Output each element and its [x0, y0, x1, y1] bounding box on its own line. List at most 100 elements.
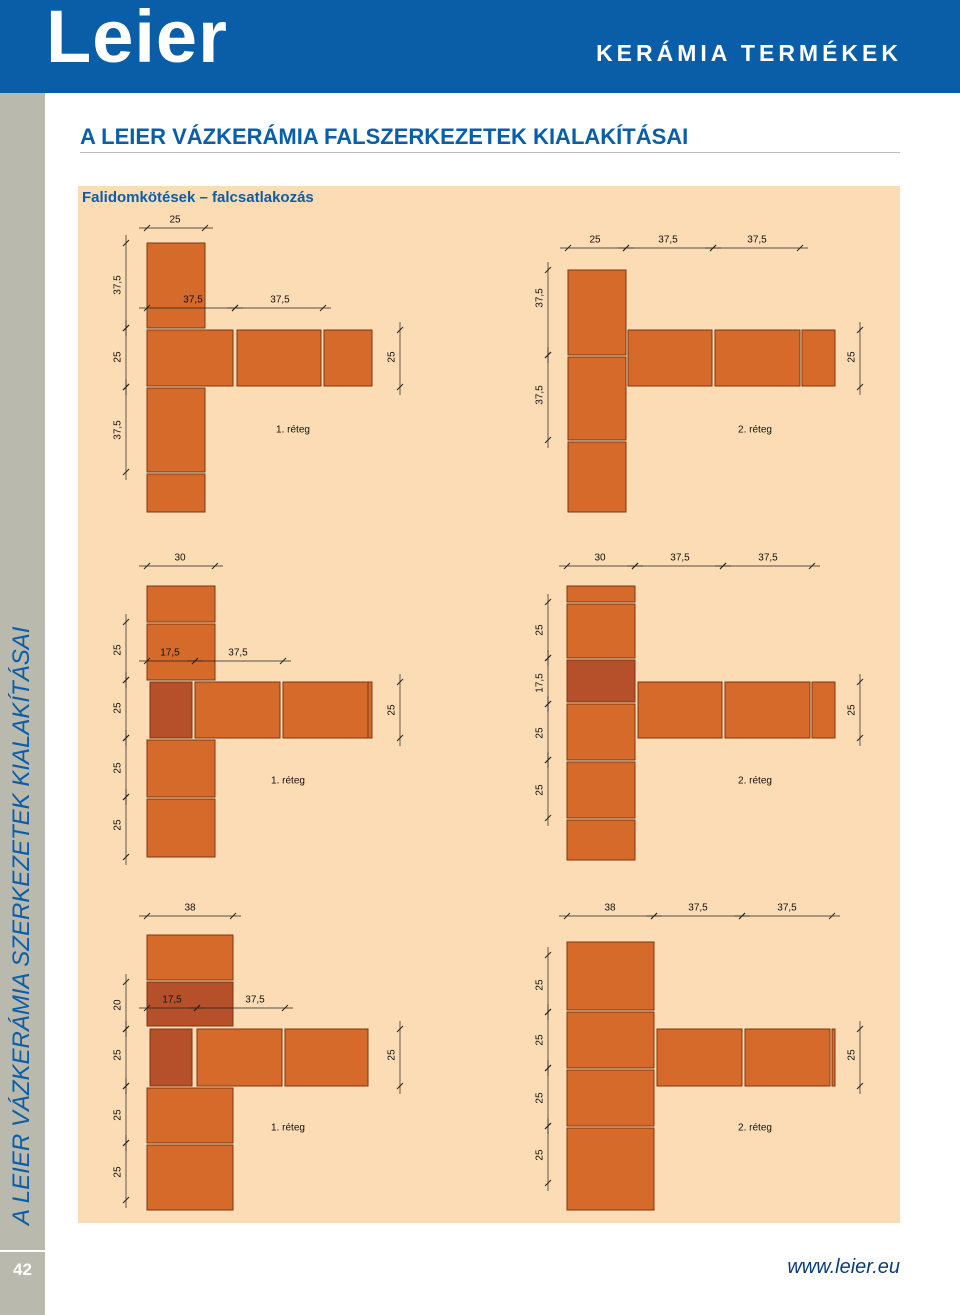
dim-tick — [709, 244, 717, 252]
page-number: 42 — [0, 1250, 45, 1280]
dim-tick — [229, 912, 237, 920]
dim-tick — [319, 304, 327, 312]
dim-label: 38 — [604, 903, 616, 914]
dim-label: 37,5 — [658, 235, 678, 246]
dim-label: 37,5 — [535, 385, 546, 405]
dim-tick — [122, 978, 130, 986]
dim-tick — [544, 1064, 552, 1072]
brick — [146, 739, 216, 798]
layer-label: 1. réteg — [271, 1123, 305, 1134]
dim-label: 37,5 — [113, 275, 124, 295]
dim-tick — [122, 383, 130, 391]
dim-tick — [856, 1082, 864, 1090]
brick — [566, 1011, 655, 1069]
brick — [323, 329, 373, 387]
brick — [146, 981, 234, 1027]
dim-label: 37,5 — [270, 295, 290, 306]
dim-label: 25 — [847, 351, 858, 363]
logo: Leier — [46, 0, 228, 78]
dim-label: 25 — [535, 624, 546, 636]
section-title: KERÁMIA TERMÉKEK — [596, 40, 902, 66]
dim-tick — [143, 1004, 151, 1012]
dim-tick — [122, 1082, 130, 1090]
dim-tick — [544, 654, 552, 662]
title: A LEIER VÁZKERÁMIA FALSZERKEZETEK KIALAK… — [80, 124, 900, 153]
brick — [196, 1028, 283, 1087]
dim-label: 25 — [535, 1149, 546, 1161]
dim-tick — [544, 1008, 552, 1016]
dim-tick — [796, 244, 804, 252]
dim-label: 17,5 — [162, 995, 182, 1006]
dim-label: 25 — [387, 704, 398, 716]
footer-url: www.leier.eu — [787, 1256, 900, 1278]
header: Leier KERÁMIA TERMÉKEK — [0, 0, 960, 93]
dim-tick — [544, 436, 552, 444]
dim-tick — [544, 266, 552, 274]
dim-tick — [544, 700, 552, 708]
dim-tick — [856, 383, 864, 391]
dim-tick — [122, 734, 130, 742]
dim-tick — [122, 468, 130, 476]
brick — [656, 1028, 743, 1087]
brick — [367, 681, 373, 739]
dim-tick — [719, 562, 727, 570]
dim-tick — [211, 562, 219, 570]
brick — [146, 387, 206, 473]
brick — [627, 329, 713, 387]
dim-label: 25 — [535, 1092, 546, 1104]
dim-tick — [544, 1122, 552, 1130]
brick — [714, 329, 801, 387]
dim-label: 37,5 — [183, 295, 203, 306]
brick — [282, 681, 369, 739]
brick — [567, 269, 627, 356]
brick — [284, 1028, 369, 1087]
brick — [801, 329, 836, 387]
brick — [146, 1144, 234, 1211]
dim-label: 25 — [113, 702, 124, 714]
dim-label: 37,5 — [245, 995, 265, 1006]
brick — [811, 681, 836, 739]
dim-tick — [122, 1025, 130, 1033]
dim-tick — [396, 383, 404, 391]
dim-tick — [563, 912, 571, 920]
brick — [744, 1028, 831, 1087]
dim-tick — [231, 304, 239, 312]
brick — [566, 761, 636, 819]
dim-tick — [856, 326, 864, 334]
dim-label: 25 — [535, 727, 546, 739]
layer-label: 1. réteg — [271, 776, 305, 787]
dim-tick — [122, 676, 130, 684]
dim-label: 37,5 — [113, 420, 124, 440]
dim-tick — [281, 1004, 289, 1012]
dim-label: 25 — [387, 351, 398, 363]
dim-tick — [122, 853, 130, 861]
dim-label: 30 — [594, 553, 606, 564]
brick — [566, 585, 636, 603]
subtitle: Falidomkötések – falcsatlakozás — [82, 189, 314, 206]
dim-tick — [396, 1082, 404, 1090]
dim-label: 37,5 — [228, 648, 248, 659]
dim-tick — [122, 1196, 130, 1204]
brick — [831, 1028, 836, 1087]
dim-label: 38 — [184, 903, 196, 914]
dim-tick — [544, 351, 552, 359]
dim-label: 37,5 — [688, 903, 708, 914]
dim-tick — [544, 951, 552, 959]
dim-tick — [122, 324, 130, 332]
dim-label: 37,5 — [777, 903, 797, 914]
dim-label: 25 — [847, 1049, 858, 1061]
brick — [146, 329, 234, 387]
dim-tick — [631, 562, 639, 570]
dim-label: 30 — [174, 553, 186, 564]
brick — [146, 798, 216, 858]
brick — [566, 703, 636, 761]
brick — [567, 356, 627, 441]
dim-label: 25 — [387, 1049, 398, 1061]
dim-tick — [279, 657, 287, 665]
dim-tick — [563, 562, 571, 570]
brick — [149, 1028, 193, 1087]
dim-label: 25 — [113, 644, 124, 656]
dim-tick — [143, 912, 151, 920]
